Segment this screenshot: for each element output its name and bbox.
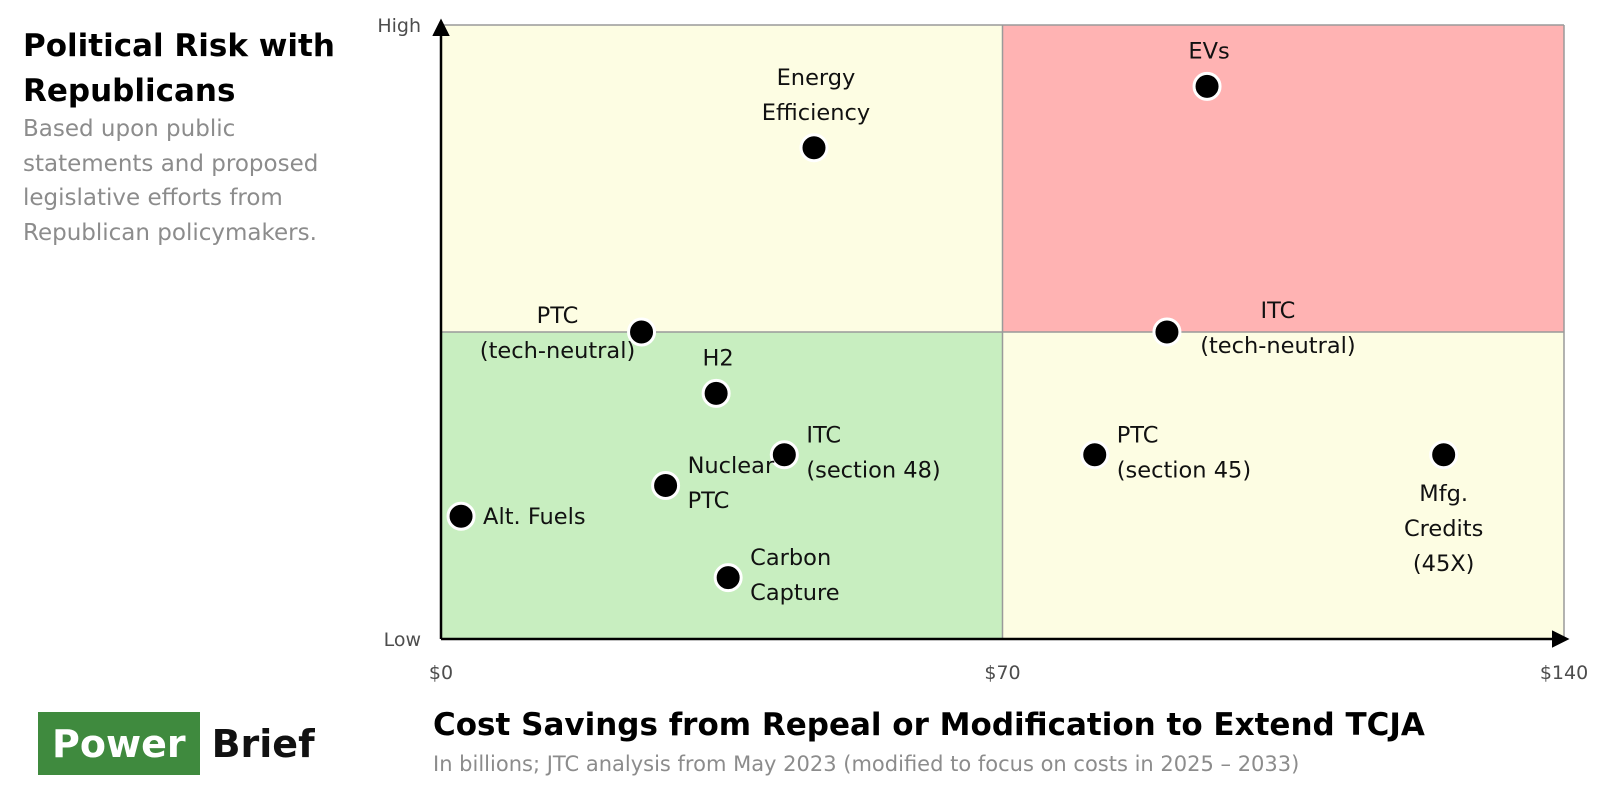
y-tick-label: Low <box>384 629 421 651</box>
point-label-line: PTC <box>688 488 730 514</box>
point-label-line: Efficiency <box>762 100 870 126</box>
point-label-line: Nuclear <box>688 453 775 479</box>
point-itc-section-48 <box>769 440 799 470</box>
point-label-line: Carbon <box>750 545 831 571</box>
point-label-line: (45X) <box>1413 551 1475 577</box>
point-label-nuclear-ptc: Nuclear PTC <box>688 453 775 514</box>
logo-brief-text: Brief <box>211 721 315 766</box>
point-label-line: (section 48) <box>806 457 940 483</box>
point-alt-fuels <box>446 501 476 531</box>
point-mfg-credits <box>1429 440 1459 470</box>
x-axis-description: In billions; JTC analysis from May 2023 … <box>433 752 1300 776</box>
point-label-line: (section 45) <box>1117 457 1251 483</box>
point-label-line: (tech-neutral) <box>480 338 635 364</box>
point-nuclear-ptc <box>651 471 681 500</box>
point-label-itc-tech-neutral: ITC (tech-neutral) <box>1200 298 1355 359</box>
point-h2 <box>701 378 731 408</box>
point-ptc-tech-neutral <box>627 317 657 347</box>
point-label-line: ITC <box>1261 298 1296 324</box>
point-label-evs: EVs <box>1188 38 1229 64</box>
point-label-line: EVs <box>1188 38 1229 64</box>
point-label-line: Capture <box>750 580 839 606</box>
point-label-line: PTC <box>537 303 579 329</box>
logo-power-text: Power <box>38 712 200 775</box>
point-evs <box>1192 71 1222 101</box>
point-label-line: PTC <box>1117 422 1159 448</box>
quadrant-high-cost-high-risk <box>1002 25 1564 332</box>
point-label-line: Credits <box>1404 516 1483 542</box>
y-tick-label: High <box>377 15 421 37</box>
point-label-line: Mfg. <box>1419 481 1468 507</box>
quadrant-low-cost-low-risk <box>441 332 1003 639</box>
point-label-itc-section-48: ITC (section 48) <box>806 422 940 483</box>
y-axis-description: Based upon public statements and propose… <box>23 116 319 246</box>
point-label-line: Energy <box>777 65 856 91</box>
point-label-mfg-credits: Mfg. Credits (45X) <box>1404 481 1483 577</box>
point-label-line: Alt. Fuels <box>483 504 586 530</box>
point-label-alt-fuels: Alt. Fuels <box>483 504 586 530</box>
x-axis-title: Cost Savings from Repeal or Modification… <box>433 707 1425 743</box>
point-label-carbon-capture: Carbon Capture <box>750 545 839 606</box>
x-tick-label: $0 <box>429 662 453 684</box>
point-itc-tech-neutral <box>1152 317 1182 347</box>
quadrant-high-cost-low-risk <box>1002 332 1564 639</box>
point-label-h2: H2 <box>703 345 734 371</box>
point-label-line: H2 <box>703 345 734 371</box>
point-label-line: (tech-neutral) <box>1200 333 1355 359</box>
point-label-ptc-section-45: PTC (section 45) <box>1117 422 1251 483</box>
point-label-line: ITC <box>806 422 841 448</box>
power-brief-logo: Power Brief <box>38 712 315 775</box>
y-axis-title: Political Risk with Republicans <box>23 28 335 109</box>
point-energy-efficiency <box>799 133 829 163</box>
point-ptc-section-45 <box>1080 440 1110 470</box>
point-carbon-capture <box>713 563 743 593</box>
point-label-ptc-tech-neutral: PTC (tech-neutral) <box>480 303 635 364</box>
point-label-energy-efficiency: Energy Efficiency <box>762 65 870 126</box>
quadrant-low-cost-high-risk <box>441 25 1003 332</box>
x-tick-label: $70 <box>984 662 1020 684</box>
x-tick-label: $140 <box>1540 662 1588 684</box>
